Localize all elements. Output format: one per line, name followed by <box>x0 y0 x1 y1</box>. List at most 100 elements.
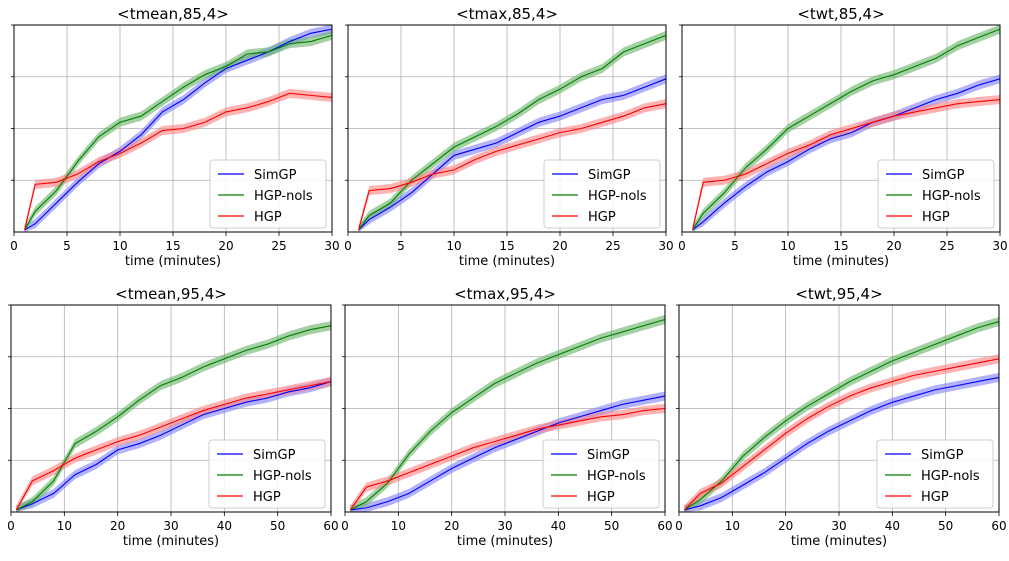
x-tick-label: 60 <box>991 519 1006 533</box>
x-tick-label: 30 <box>497 519 512 533</box>
x-tick-label: 10 <box>391 519 406 533</box>
x-axis-label: time (minutes) <box>459 254 555 269</box>
series-line-SimGP <box>358 78 667 231</box>
x-tick-label: 20 <box>218 239 233 253</box>
legend-box <box>877 159 995 229</box>
x-tick-label: 10 <box>725 519 740 533</box>
x-tick-label: 30 <box>992 239 1007 253</box>
x-tick-label: 50 <box>270 519 285 533</box>
x-axis-label: time (minutes) <box>793 254 889 269</box>
legend-label-SimGP: SimGP <box>588 168 631 183</box>
x-tick-label: 5 <box>63 239 71 253</box>
series-line-SimGP <box>24 28 333 231</box>
legend: SimGP HGP-nols HGP <box>877 159 995 229</box>
x-tick-label: 20 <box>552 239 567 253</box>
confidence-band-HGP-nols <box>358 30 666 232</box>
series-line-HGP-nols <box>692 28 1001 231</box>
series-line-HGP-nols <box>350 318 666 511</box>
chart-title: <twt,95,4> <box>795 285 882 303</box>
legend-label-HGP-nols: HGP-nols <box>253 469 312 484</box>
legend-label-HGP: HGP <box>253 490 281 505</box>
x-tick-label: 25 <box>271 239 286 253</box>
x-tick-label: 15 <box>165 239 180 253</box>
chart-panel-4: 0 10 20 30 40 50 60 <tmean,95,4> time (minutes) S… <box>7 285 338 549</box>
x-tick-label: 5 <box>397 239 405 253</box>
x-tick-label: 5 <box>731 239 739 253</box>
x-tick-label: 0 <box>7 519 15 533</box>
confidence-band-HGP <box>358 99 666 232</box>
confidence-band-SimGP <box>692 74 1000 233</box>
chart-panel-3: 0 5 10 15 20 25 30 <twt,85,4> time (minutes) SimG… <box>678 5 1007 269</box>
x-tick-label: 40 <box>551 519 566 533</box>
series-line-HGP <box>683 358 1000 511</box>
x-tick-label: 0 <box>10 239 18 253</box>
series-line-HGP <box>358 103 667 231</box>
x-tick-label: 0 <box>341 519 349 533</box>
series-line-HGP <box>349 407 666 511</box>
chart-panel-6: 0 10 20 30 40 50 60 <twt,95,4> time (minutes) Sim… <box>675 285 1006 549</box>
chart-title: <tmax,85,4> <box>456 5 558 23</box>
series-line-HGP-nols <box>16 325 332 511</box>
legend-box <box>209 159 327 229</box>
legend-label-HGP-nols: HGP-nols <box>254 189 313 204</box>
x-tick-label: 25 <box>939 239 954 253</box>
series-line-SimGP <box>350 395 666 511</box>
legend: SimGP HGP-nols HGP <box>876 439 994 509</box>
confidence-band-HGP-nols <box>350 314 665 512</box>
confidence-band-SimGP <box>684 372 999 512</box>
x-tick-label: 0 <box>344 239 352 253</box>
series-line-HGP <box>24 92 333 231</box>
legend: SimGP HGP-nols HGP <box>209 159 327 229</box>
series-line-SimGP <box>16 381 332 511</box>
series-line-SimGP <box>692 78 1001 231</box>
x-axis-label: time (minutes) <box>123 534 219 549</box>
confidence-band-SimGP <box>358 74 666 233</box>
chart-title: <tmean,95,4> <box>115 285 227 303</box>
legend-box <box>876 439 994 509</box>
legend-label-HGP: HGP <box>588 210 616 225</box>
x-tick-label: 40 <box>217 519 232 533</box>
legend-label-SimGP: SimGP <box>587 448 630 463</box>
x-tick-label: 60 <box>323 519 338 533</box>
x-tick-label: 50 <box>604 519 619 533</box>
legend-label-SimGP: SimGP <box>922 168 965 183</box>
x-tick-label: 20 <box>886 239 901 253</box>
series-line-HGP-nols <box>24 34 333 231</box>
legend-box <box>542 439 660 509</box>
x-tick-label: 10 <box>112 239 127 253</box>
chart-panel-1: 0 5 10 15 20 25 30 <tmean,85,4> time (minutes) Si… <box>10 5 339 269</box>
x-tick-label: 10 <box>780 239 795 253</box>
x-tick-label: 60 <box>657 519 672 533</box>
legend-label-HGP-nols: HGP-nols <box>587 469 646 484</box>
confidence-band-HGP <box>350 403 665 512</box>
x-tick-label: 30 <box>163 519 178 533</box>
chart-title: <twt,85,4> <box>797 5 884 23</box>
legend-label-SimGP: SimGP <box>254 168 297 183</box>
x-tick-label: 20 <box>778 519 793 533</box>
series-line-HGP-nols <box>358 34 667 231</box>
x-tick-label: 0 <box>675 519 683 533</box>
x-tick-label: 0 <box>678 239 686 253</box>
x-tick-label: 15 <box>833 239 848 253</box>
legend-box <box>543 159 661 229</box>
chart-title: <tmax,95,4> <box>454 285 556 303</box>
legend-label-SimGP: SimGP <box>253 448 296 463</box>
x-tick-label: 30 <box>831 519 846 533</box>
series-line-HGP-nols <box>684 321 1000 511</box>
legend-label-HGP: HGP <box>922 210 950 225</box>
x-axis-label: time (minutes) <box>791 534 887 549</box>
x-tick-label: 10 <box>57 519 72 533</box>
legend: SimGP HGP-nols HGP <box>208 439 326 509</box>
x-tick-label: 25 <box>605 239 620 253</box>
legend-label-HGP-nols: HGP-nols <box>921 469 980 484</box>
x-tick-label: 15 <box>499 239 514 253</box>
confidence-band-HGP-nols <box>692 24 1000 233</box>
legend-label-HGP: HGP <box>587 490 615 505</box>
chart-panel-2: 0 5 10 15 20 25 30 <tmax,85,4> time (minutes) Sim… <box>344 5 673 269</box>
confidence-band-HGP <box>16 377 331 512</box>
legend-label-HGP-nols: HGP-nols <box>588 189 647 204</box>
legend-label-HGP: HGP <box>921 490 949 505</box>
legend: SimGP HGP-nols HGP <box>542 439 660 509</box>
legend-box <box>208 439 326 509</box>
